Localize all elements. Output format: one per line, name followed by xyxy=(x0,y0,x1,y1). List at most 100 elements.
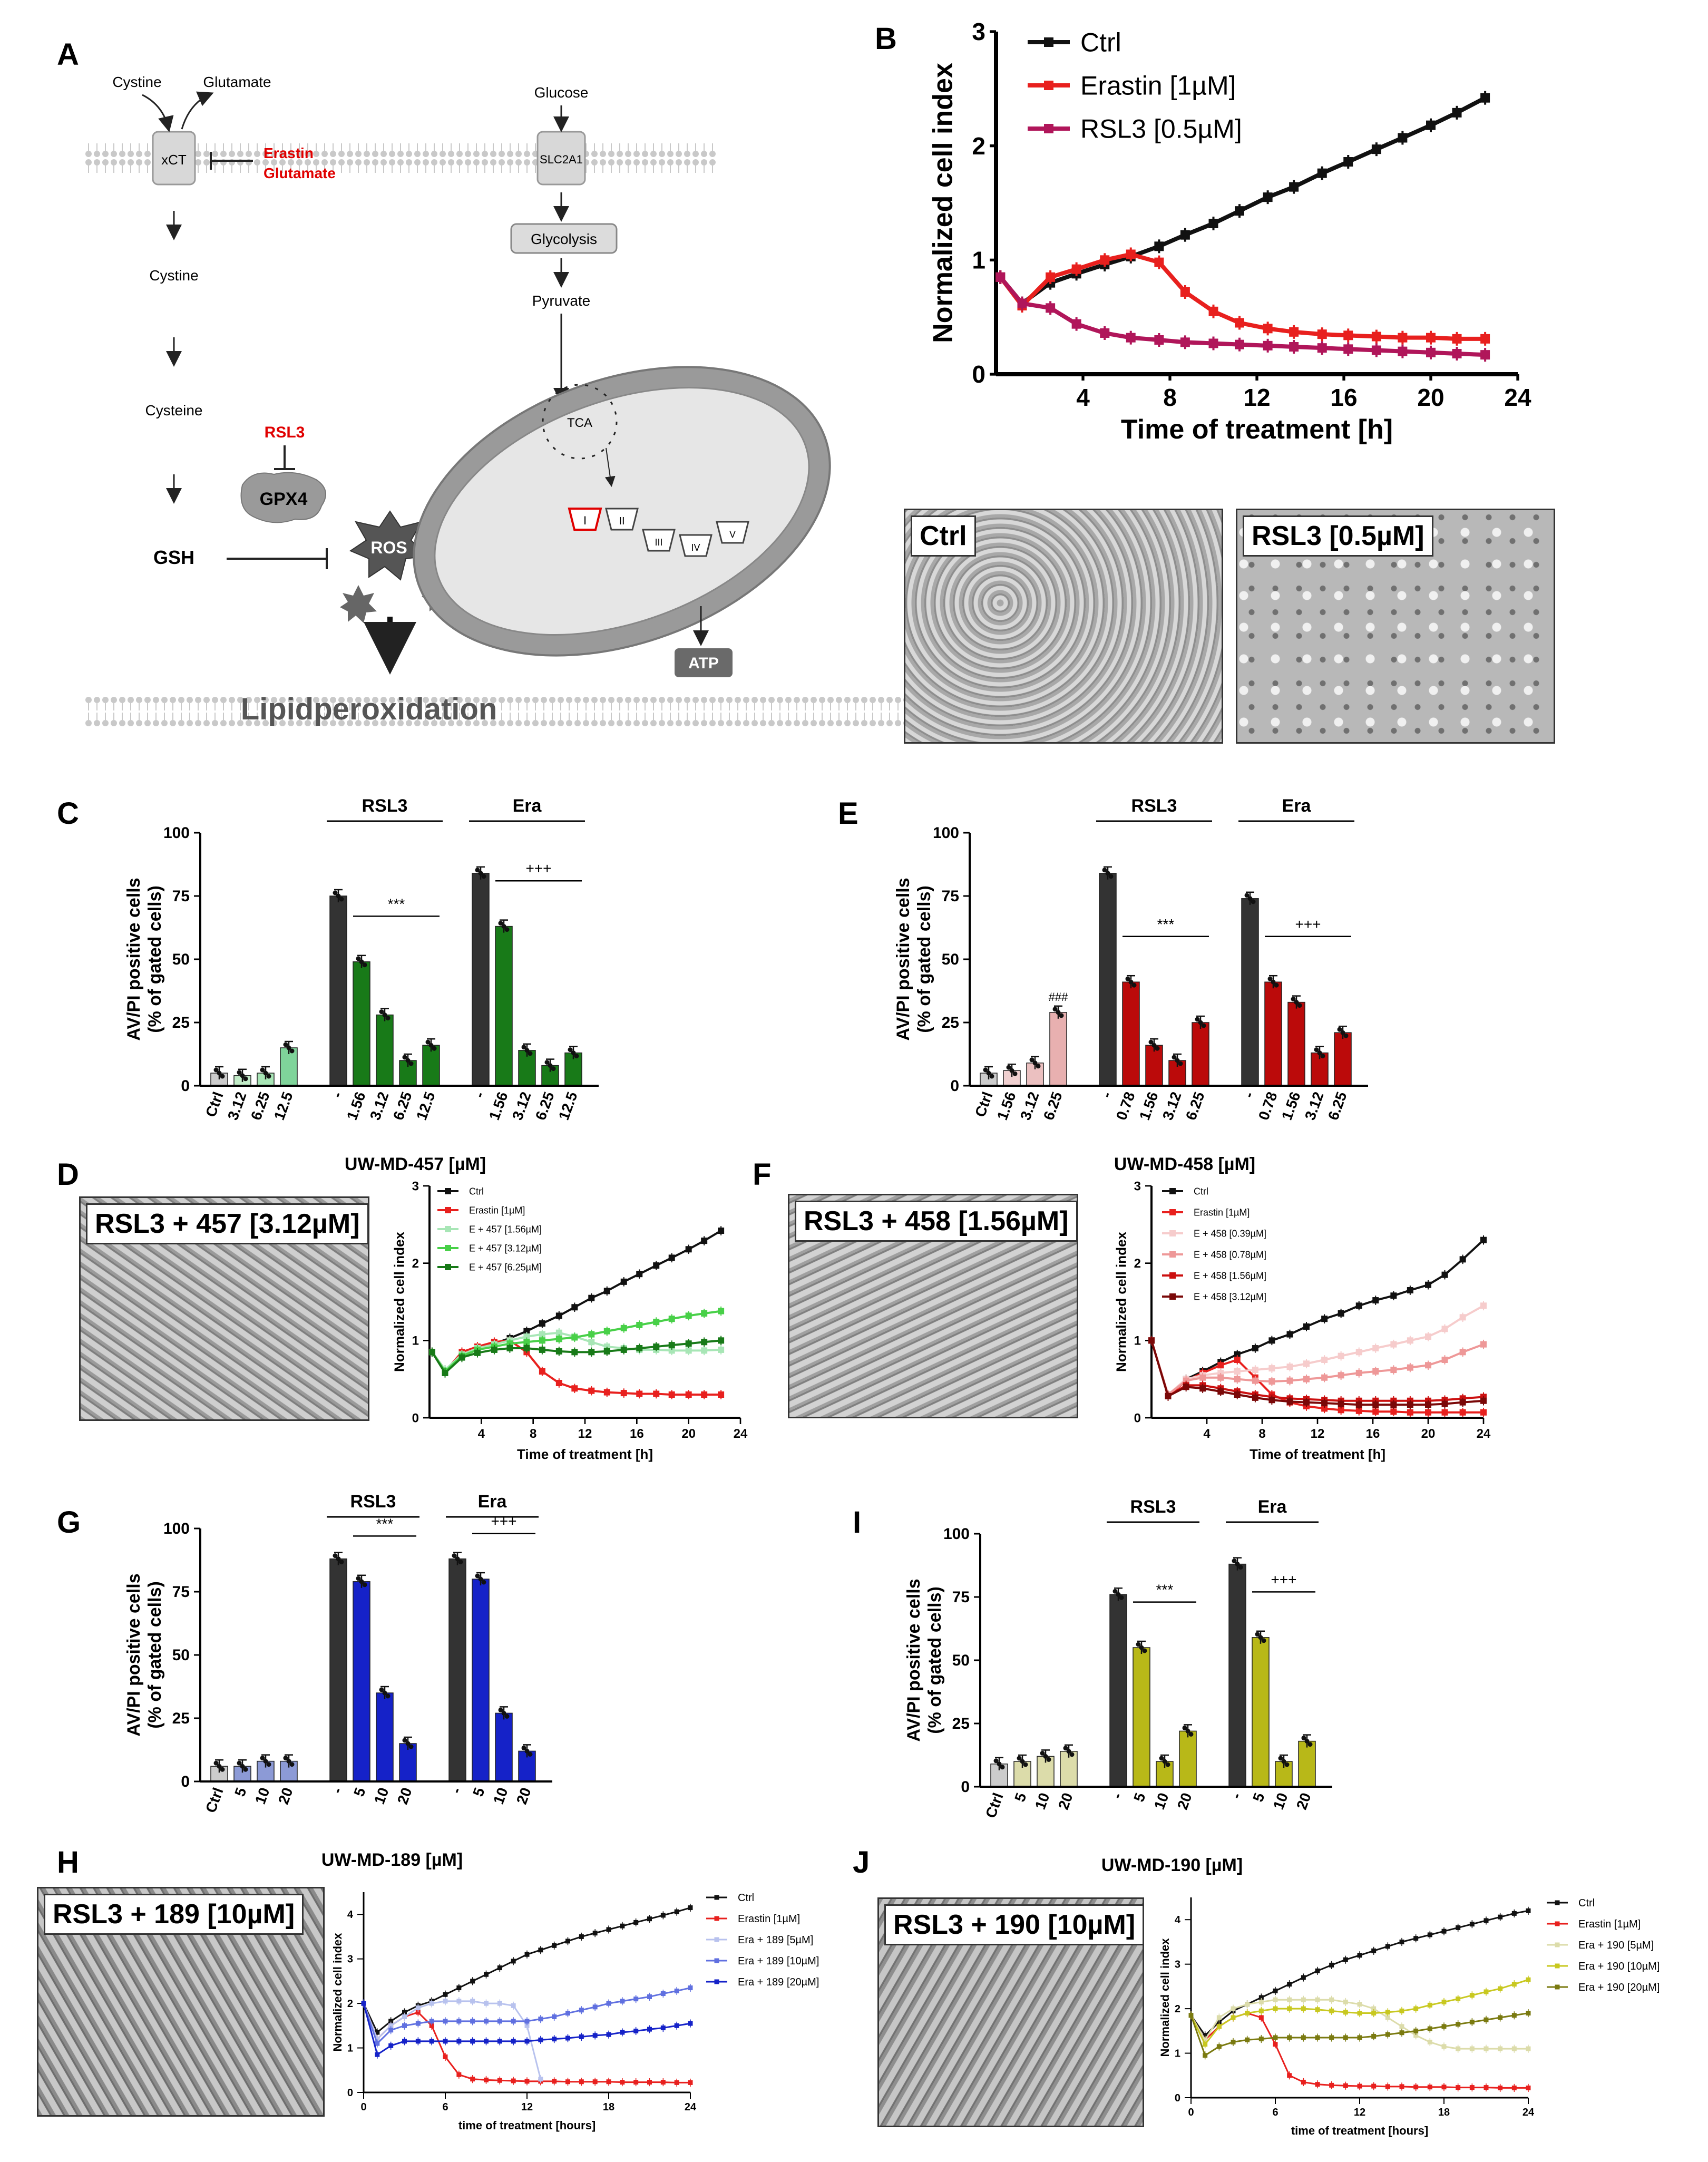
data-point xyxy=(588,1349,595,1356)
replicate-dot xyxy=(408,1744,414,1749)
data-point xyxy=(1480,350,1490,360)
x-tick-label: 1.56 xyxy=(486,1089,511,1122)
replicate-dot xyxy=(217,1070,222,1076)
data-point xyxy=(1498,2085,1503,2090)
y-axis-title: Normalized cell index xyxy=(1158,1938,1172,2057)
replicate-dot xyxy=(408,1061,414,1066)
microscopy-f: RSL3 + 458 [1.56µM] xyxy=(788,1194,1078,1418)
data-point xyxy=(701,1339,708,1346)
data-point xyxy=(603,1328,610,1335)
complex-iv-label: IV xyxy=(691,542,700,553)
data-point xyxy=(1355,1349,1362,1356)
y-tick-label: 2 xyxy=(1175,2003,1180,2015)
bar xyxy=(1049,1012,1067,1086)
x-tick-label: 6.25 xyxy=(390,1089,415,1122)
data-point xyxy=(1315,1968,1320,1973)
data-point xyxy=(1425,1401,1431,1408)
replicate-dot xyxy=(1020,1759,1025,1764)
replicate-dot xyxy=(217,1764,222,1769)
data-point xyxy=(685,1246,692,1253)
data-point xyxy=(636,1271,643,1278)
data-point xyxy=(1208,306,1218,316)
replicate-dot xyxy=(1040,1750,1045,1756)
replicate-dot xyxy=(260,1756,265,1761)
bar xyxy=(1241,898,1259,1086)
replicate-dot xyxy=(528,1751,533,1757)
complex-iv xyxy=(679,534,713,557)
data-point xyxy=(1321,1405,1328,1412)
data-point xyxy=(1355,1302,1362,1309)
data-point xyxy=(620,1923,625,1929)
data-point xyxy=(1203,2053,1208,2058)
data-point xyxy=(701,1391,708,1398)
xct-label: xCT xyxy=(161,152,187,168)
data-point xyxy=(718,1228,725,1234)
legend-label: Ctrl xyxy=(1578,1897,1595,1909)
replicate-dot xyxy=(385,1693,391,1699)
data-point xyxy=(1483,2017,1489,2022)
replicate-dot xyxy=(993,1758,999,1764)
y-tick-label: 0 xyxy=(412,1411,419,1425)
legend-marker xyxy=(1555,1984,1560,1990)
data-point xyxy=(1413,1936,1419,1941)
data-point xyxy=(1180,287,1190,297)
x-tick-label: 20 xyxy=(513,1785,534,1806)
replicate-dot xyxy=(220,1767,225,1772)
group-label: Era xyxy=(513,796,542,816)
legend-marker xyxy=(1555,1921,1560,1926)
data-point xyxy=(588,1331,595,1338)
replicate-dot xyxy=(478,871,483,876)
legend-marker xyxy=(445,1207,451,1213)
x-tick-label: 6 xyxy=(1272,2107,1278,2118)
legend-label: RSL3 [0.5µM] xyxy=(1080,114,1242,144)
replicate-dot xyxy=(362,1582,367,1588)
data-point xyxy=(1234,1357,1241,1363)
replicate-dot xyxy=(1151,1043,1157,1048)
data-point xyxy=(511,2003,516,2008)
legend-marker xyxy=(1555,1900,1560,1905)
legend-label: Era + 189 [10µM] xyxy=(738,1955,819,1967)
replicate-dot xyxy=(1301,1736,1306,1741)
data-point xyxy=(539,1368,545,1375)
legend-label: Era + 190 [5µM] xyxy=(1578,1940,1654,1951)
data-point xyxy=(588,1294,595,1301)
rsl3-label: RSL3 xyxy=(265,424,305,441)
data-point xyxy=(1371,345,1381,355)
bar xyxy=(1252,1637,1270,1787)
gsh-label: GSH xyxy=(153,547,194,568)
data-point xyxy=(1199,1374,1206,1381)
replicate-dot xyxy=(266,1074,271,1079)
legend-label: E + 457 [3.12µM] xyxy=(469,1243,542,1253)
x-tick-label: 6.25 xyxy=(248,1089,273,1122)
replicate-dot xyxy=(1267,976,1273,981)
data-point xyxy=(1480,1409,1487,1416)
data-point xyxy=(674,1988,679,1993)
data-point xyxy=(1372,1401,1379,1408)
x-tick-label: 20 xyxy=(681,1427,696,1441)
complex-v-label: V xyxy=(729,529,736,540)
x-tick-label: 4 xyxy=(478,1427,485,1441)
data-point xyxy=(1426,120,1436,130)
x-tick-label: 5 xyxy=(231,1785,249,1798)
panel-letter-a: A xyxy=(57,37,79,72)
y-tick-label: 75 xyxy=(172,1583,190,1601)
data-point xyxy=(603,1348,610,1355)
data-point xyxy=(1480,1236,1487,1243)
data-point xyxy=(402,2014,407,2019)
data-point xyxy=(1289,327,1299,337)
replicate-dot xyxy=(405,1741,411,1746)
data-point xyxy=(620,2080,625,2085)
data-point xyxy=(1371,1948,1377,1953)
data-point xyxy=(428,1349,435,1356)
replicate-dot xyxy=(1274,982,1279,988)
replicate-dot xyxy=(1238,1565,1243,1570)
chart-e-bars: 0 25 50 75 100 AV/PI positive cells (% of gate… xyxy=(893,796,1368,1174)
x-tick-label: 24 xyxy=(734,1427,748,1441)
data-point xyxy=(588,1387,595,1394)
microscopy-ctrl: Ctrl xyxy=(904,509,1223,744)
microscopy-rsl3-label: RSL3 [0.5µM] xyxy=(1243,515,1433,557)
y-axis-title: Normalized cell index xyxy=(928,63,958,343)
data-point xyxy=(1390,1341,1397,1348)
